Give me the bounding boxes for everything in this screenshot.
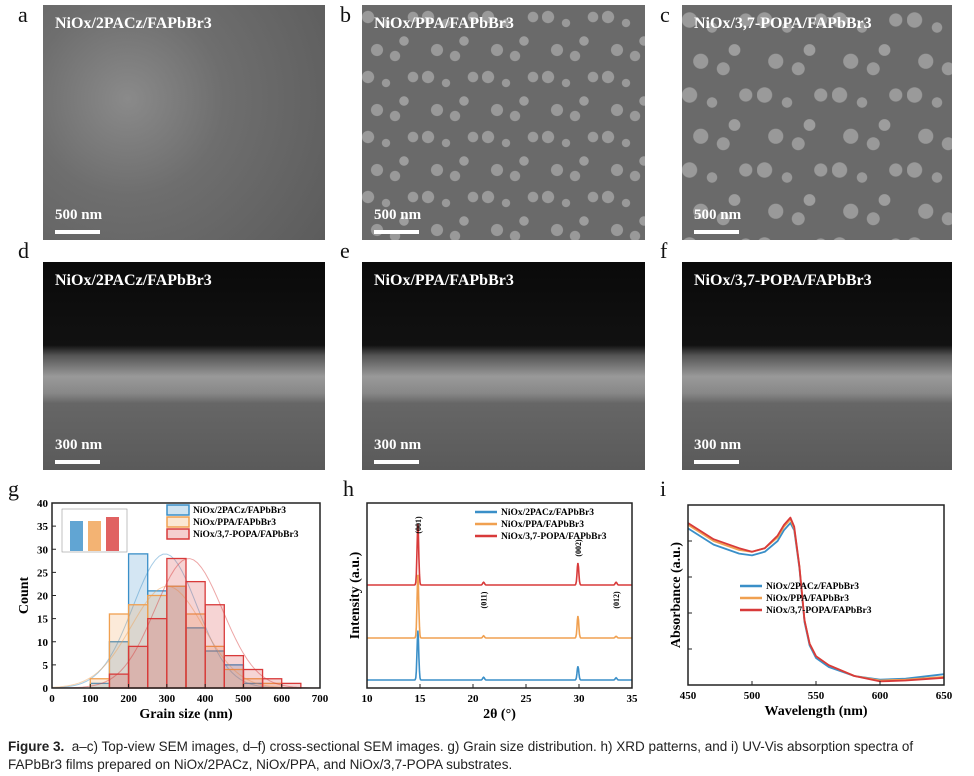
panel-label-i: i	[660, 476, 667, 501]
x-tick-label: 300	[159, 693, 176, 705]
panel-label-h: h	[343, 476, 354, 501]
legend-label: NiOx/2PACz/FAPbBr3	[501, 508, 594, 518]
grain-size-histogram: 0 100 200 300 400 500 600 700 0 5 10 15 20 25 30 35 40 Gr…	[17, 498, 329, 722]
caption-label: Figure 3.	[8, 739, 65, 754]
y-tick-label: 0	[43, 683, 49, 695]
inset-bar	[70, 521, 83, 551]
scale-bar	[374, 460, 419, 464]
panel-label-e: e	[340, 238, 350, 263]
scale-bar	[374, 230, 419, 234]
x-tick-label: 15	[415, 693, 427, 705]
x-tick-label: 0	[49, 693, 55, 705]
scale-bar-label: 500 nm	[55, 207, 103, 223]
sem-title: NiOx/2PACz/FAPbBr3	[55, 272, 212, 289]
scale-bar	[694, 230, 739, 234]
sem-image-f: NiOx/3,7-POPA/FAPbBr3 300 nm	[682, 262, 952, 470]
y-tick-label: 20	[37, 591, 49, 603]
y-tick-label: 5	[43, 660, 49, 672]
x-tick-label: 600	[872, 690, 889, 702]
x-tick-label: 35	[627, 693, 639, 705]
x-tick-label: 450	[680, 690, 697, 702]
x-axis-label: 2θ (°)	[483, 707, 516, 722]
y-tick-label: 30	[37, 544, 49, 556]
x-tick-label: 30	[574, 693, 586, 705]
y-tick-label: 25	[37, 567, 49, 579]
sem-title: NiOx/3,7-POPA/FAPbBr3	[694, 272, 872, 289]
scale-bar-label: 500 nm	[374, 207, 422, 223]
legend-swatch	[166, 528, 190, 540]
scale-bar-label: 300 nm	[374, 437, 422, 453]
y-axis-label: Intensity (a.u.)	[348, 551, 363, 639]
xrd-pattern	[367, 574, 632, 639]
inset-bar	[88, 521, 101, 551]
legend-label: NiOx/2PACz/FAPbBr3	[766, 582, 859, 592]
legend-label: NiOx/PPA/FAPbBr3	[193, 518, 276, 528]
fit-curve	[51, 558, 321, 689]
sem-title: NiOx/PPA/FAPbBr3	[374, 272, 514, 289]
y-tick-label: 40	[37, 498, 49, 510]
xrd-pattern	[367, 524, 632, 586]
x-tick-label: 10	[362, 693, 374, 705]
scale-bar-label: 500 nm	[694, 207, 742, 223]
scale-bar-label: 300 nm	[55, 437, 103, 453]
x-axis-label: Grain size (nm)	[139, 707, 233, 722]
y-axis-label: Absorbance (a.u.)	[669, 542, 684, 649]
caption-text: a–c) Top-view SEM images, d–f) cross-sec…	[8, 739, 914, 772]
x-tick-label: 600	[273, 693, 290, 705]
inset-bar	[106, 517, 119, 551]
sem-image-b: NiOx/PPA/FAPbBr3 500 nm	[362, 5, 645, 240]
peak-label: (001)	[414, 516, 423, 534]
legend-swatch	[166, 516, 190, 528]
scale-bar	[694, 460, 739, 464]
sem-image-d: NiOx/2PACz/FAPbBr3 300 nm	[43, 262, 325, 470]
panel-label-g: g	[8, 476, 19, 501]
legend-label: NiOx/3,7-POPA/FAPbBr3	[193, 530, 299, 540]
x-tick-label: 500	[744, 690, 761, 702]
x-tick-label: 200	[120, 693, 137, 705]
scale-bar	[55, 230, 100, 234]
sem-image-c: NiOx/3,7-POPA/FAPbBr3 500 nm	[682, 5, 952, 240]
panel-label-d: d	[18, 238, 29, 263]
y-tick-label: 35	[37, 521, 49, 533]
x-tick-label: 400	[197, 693, 214, 705]
sem-title: NiOx/2PACz/FAPbBr3	[55, 15, 212, 32]
legend-label: NiOx/3,7-POPA/FAPbBr3	[501, 532, 607, 542]
x-tick-label: 700	[312, 693, 329, 705]
absorption-spectrum	[687, 516, 945, 683]
xrd-pattern	[367, 630, 632, 681]
peak-label: (011)	[480, 591, 489, 608]
panel-label-c: c	[660, 2, 670, 27]
legend-label: NiOx/PPA/FAPbBr3	[501, 520, 584, 530]
panel-label-b: b	[340, 2, 351, 27]
legend-swatch	[166, 504, 190, 516]
panel-label-a: a	[18, 2, 28, 27]
y-tick-label: 15	[37, 614, 49, 626]
legend-label: NiOx/3,7-POPA/FAPbBr3	[766, 606, 872, 616]
xrd-chart: (001) (011) (002) (012) 10 15 20 25 30 35 2θ (°) In…	[348, 502, 639, 722]
sem-image-e: NiOx/PPA/FAPbBr3 300 nm	[362, 262, 645, 470]
x-tick-label: 550	[808, 690, 825, 702]
panel-label-f: f	[660, 238, 668, 263]
plot-frame	[366, 502, 633, 689]
x-tick-label: 650	[936, 690, 953, 702]
uv-vis-chart: 450 500 550 600 650 Wavelength (nm) Absorbance…	[669, 504, 953, 719]
y-axis-label: Count	[17, 576, 32, 614]
peak-label: (012)	[612, 591, 621, 609]
x-tick-label: 20	[468, 693, 480, 705]
sem-title: NiOx/3,7-POPA/FAPbBr3	[694, 15, 872, 32]
peak-label: (002)	[574, 539, 583, 557]
sem-title: NiOx/PPA/FAPbBr3	[374, 15, 514, 32]
x-tick-label: 100	[82, 693, 99, 705]
scale-bar-label: 300 nm	[694, 437, 742, 453]
legend-label: NiOx/PPA/FAPbBr3	[766, 594, 849, 604]
scale-bar	[55, 460, 100, 464]
y-tick-label: 10	[37, 637, 49, 649]
sem-image-a: NiOx/2PACz/FAPbBr3 500 nm	[43, 5, 325, 240]
x-axis-label: Wavelength (nm)	[764, 704, 867, 719]
x-tick-label: 25	[521, 693, 533, 705]
figure-caption: Figure 3. a–c) Top-view SEM images, d–f)…	[8, 738, 968, 774]
legend-label: NiOx/2PACz/FAPbBr3	[193, 506, 286, 516]
x-tick-label: 500	[235, 693, 252, 705]
